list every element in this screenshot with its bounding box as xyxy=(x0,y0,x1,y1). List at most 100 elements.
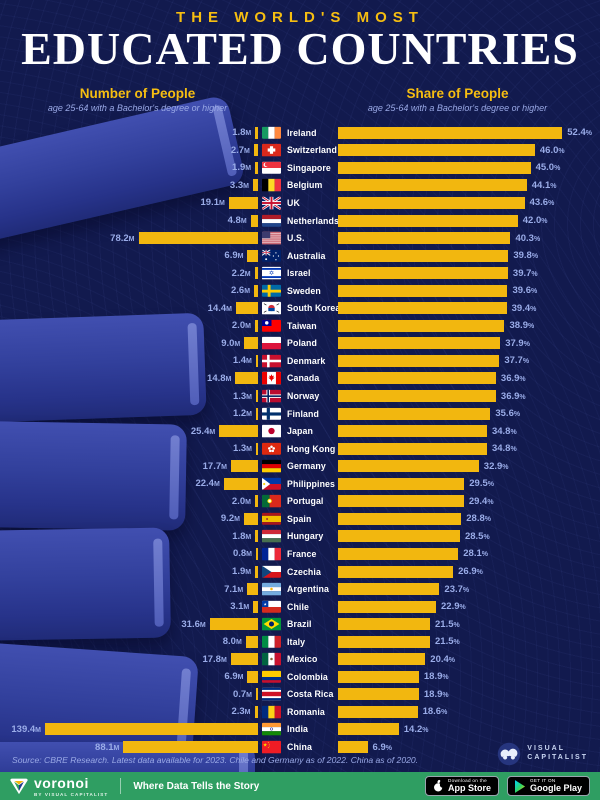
share-bar xyxy=(338,670,419,683)
share-value: 44.1% xyxy=(531,179,557,191)
people-value: 14.8M xyxy=(207,372,232,384)
people-bar xyxy=(247,670,258,683)
share-bar xyxy=(338,425,487,438)
footer-divider xyxy=(120,778,122,794)
voronoi-name: voronoi xyxy=(34,774,89,791)
country-row: 17.7M Germany 32.9% xyxy=(0,457,600,475)
country-row: 2.0M Taiwan 38.9% xyxy=(0,317,600,335)
flag-romania-icon xyxy=(262,705,281,719)
flag-hungary-icon xyxy=(262,530,281,543)
people-value: 6.9M xyxy=(224,671,244,683)
flag-netherlands-icon xyxy=(262,214,281,227)
people-value: 3.3M xyxy=(229,179,249,191)
vc-logo-line1: VISUAL xyxy=(527,745,565,753)
country-row: 1.8M Ireland 52.4% xyxy=(0,124,600,142)
flag-u-s-icon xyxy=(262,231,281,245)
people-value: 2.3M xyxy=(231,706,251,718)
country-label: Hungary xyxy=(287,531,324,542)
share-value: 26.9% xyxy=(458,566,483,578)
right-column-subtitle: age 25-64 with a Bachelor's degree or hi… xyxy=(367,103,548,113)
country-label: Denmark xyxy=(287,355,326,366)
people-bar xyxy=(256,390,258,403)
country-label: Spain xyxy=(287,513,312,524)
voronoi-icon xyxy=(10,778,28,794)
people-bar xyxy=(254,267,258,280)
country-label: UK xyxy=(287,197,300,208)
svg-text:★: ★ xyxy=(263,742,268,748)
share-value: 21.5% xyxy=(435,618,460,630)
flag-finland-icon xyxy=(262,407,281,420)
share-bar xyxy=(338,249,509,262)
people-bar xyxy=(223,477,258,490)
people-bar xyxy=(254,319,258,332)
country-label: Colombia xyxy=(287,671,328,682)
share-value: 37.7% xyxy=(504,355,530,367)
flag-brazil-icon xyxy=(262,617,281,631)
people-bar xyxy=(256,407,258,420)
flag-italy-icon xyxy=(262,635,281,648)
footer-tagline: Where Data Tells the Story xyxy=(133,780,260,792)
people-value: 78.2M xyxy=(110,232,135,244)
people-value: 9.2M xyxy=(220,513,240,525)
country-label: Hong Kong xyxy=(287,443,336,454)
people-value: 2.2M xyxy=(231,267,251,279)
app-store-badge[interactable]: Download on the App Store xyxy=(424,776,499,796)
people-value: 2.7M xyxy=(230,144,250,156)
share-bar xyxy=(338,653,426,666)
people-bar xyxy=(255,565,258,578)
country-row: 14.4M South Korea 39.4% xyxy=(0,300,600,318)
country-label: Mexico xyxy=(287,654,318,665)
people-value: 2.0M xyxy=(231,495,251,507)
country-row: 14.8M Canada 36.9% xyxy=(0,370,600,388)
share-bar xyxy=(338,583,440,596)
share-bar xyxy=(338,126,563,139)
visual-capitalist-icon xyxy=(498,742,521,766)
country-row: 2.7M Switzerland 46.0% xyxy=(0,142,600,160)
share-bar xyxy=(338,161,531,174)
people-bar xyxy=(219,425,258,438)
flag-hong-kong-icon xyxy=(262,442,281,455)
country-label: France xyxy=(287,548,317,559)
country-row: 1.3M Hong Kong 34.8% xyxy=(0,440,600,458)
share-value: 20.4% xyxy=(430,653,456,665)
country-row: 6.9M Australia 39.8% xyxy=(0,247,600,265)
country-row: 3.1M ★ Chile 22.9% xyxy=(0,598,600,616)
flag-uk-icon xyxy=(262,196,281,210)
share-bar xyxy=(338,354,500,367)
people-bar xyxy=(256,547,258,560)
people-value: 139.4M xyxy=(11,723,41,735)
people-bar xyxy=(255,161,258,174)
google-play-badge[interactable]: GET IT ON Google Play xyxy=(506,776,590,796)
people-value: 17.8M xyxy=(202,653,227,665)
flag-china-icon: ★ xyxy=(262,740,281,754)
people-bar xyxy=(243,512,258,525)
country-label: Sweden xyxy=(287,285,321,296)
left-column-subtitle: age 25-64 with a Bachelor's degree or hi… xyxy=(47,103,228,113)
left-column-header: Number of People age 25-64 with a Bachel… xyxy=(0,86,275,113)
share-value: 23.7% xyxy=(444,583,470,595)
share-value: 18.9% xyxy=(423,688,449,700)
country-row: 1.9M Singapore 45.0% xyxy=(0,159,600,177)
flag-israel-icon: ✡ xyxy=(262,266,281,280)
share-bar xyxy=(338,600,436,613)
country-row: 4.8M Netherlands 42.0% xyxy=(0,212,600,230)
people-value: 1.9M xyxy=(232,162,252,174)
kicker: THE WORLD'S MOST xyxy=(176,9,424,26)
right-column-title: Share of People xyxy=(406,86,509,101)
flag-taiwan-icon xyxy=(262,319,281,333)
flag-singapore-icon xyxy=(262,161,281,175)
flag-portugal-icon xyxy=(262,495,281,508)
share-bar xyxy=(338,618,431,631)
country-label: Belgium xyxy=(287,180,323,191)
people-bar xyxy=(252,179,258,192)
country-row: 1.8M Hungary 28.5% xyxy=(0,528,600,546)
country-row: 3.3M Belgium 44.1% xyxy=(0,177,600,195)
people-bar xyxy=(123,741,258,754)
people-value: 7.1M xyxy=(224,583,244,595)
app-store-big-label: App Store xyxy=(447,783,491,794)
share-bar xyxy=(338,337,501,350)
people-bar xyxy=(230,460,258,473)
flag-india-icon xyxy=(262,723,281,736)
share-bar xyxy=(338,372,496,385)
